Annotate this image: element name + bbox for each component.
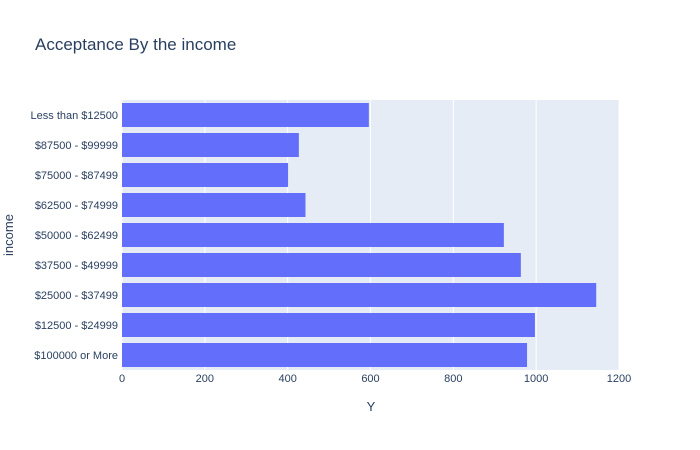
y-tick-label: Less than $12500 bbox=[31, 110, 118, 122]
y-tick-label: $37500 - $49999 bbox=[35, 260, 118, 272]
y-tick-label: $62500 - $74999 bbox=[35, 200, 118, 212]
bar bbox=[122, 163, 289, 187]
bar bbox=[122, 223, 504, 247]
y-tick-label: $87500 - $99999 bbox=[35, 140, 118, 152]
x-tick-label: 800 bbox=[444, 373, 462, 385]
bar bbox=[122, 343, 528, 367]
y-tick-label: $25000 - $37499 bbox=[35, 290, 118, 302]
x-tick-label: 1000 bbox=[524, 373, 548, 385]
bar bbox=[122, 313, 535, 337]
bar bbox=[122, 253, 521, 277]
y-tick-label: $50000 - $62499 bbox=[35, 230, 118, 242]
x-tick-label: 400 bbox=[278, 373, 296, 385]
y-axis-title: income bbox=[1, 214, 16, 256]
bar bbox=[122, 193, 306, 217]
bar bbox=[122, 103, 369, 127]
y-tick-label: $12500 - $24999 bbox=[35, 320, 118, 332]
x-tick-labels: 0 200 400 600 800 1000 1200 bbox=[119, 373, 631, 385]
bar bbox=[122, 283, 597, 307]
x-tick-label: 200 bbox=[196, 373, 214, 385]
bars-layer bbox=[122, 103, 597, 367]
bar bbox=[122, 133, 299, 157]
chart-title: Acceptance By the income bbox=[35, 35, 236, 54]
x-tick-label: 600 bbox=[361, 373, 379, 385]
x-axis-title: Y bbox=[367, 399, 376, 414]
y-tick-label: $100000 or More bbox=[34, 350, 118, 362]
y-tick-label: $75000 - $87499 bbox=[35, 170, 118, 182]
y-tick-labels: $100000 or More $12500 - $24999 $25000 - $… bbox=[31, 110, 118, 362]
x-tick-label: 1200 bbox=[607, 373, 631, 385]
x-tick-label: 0 bbox=[119, 373, 125, 385]
